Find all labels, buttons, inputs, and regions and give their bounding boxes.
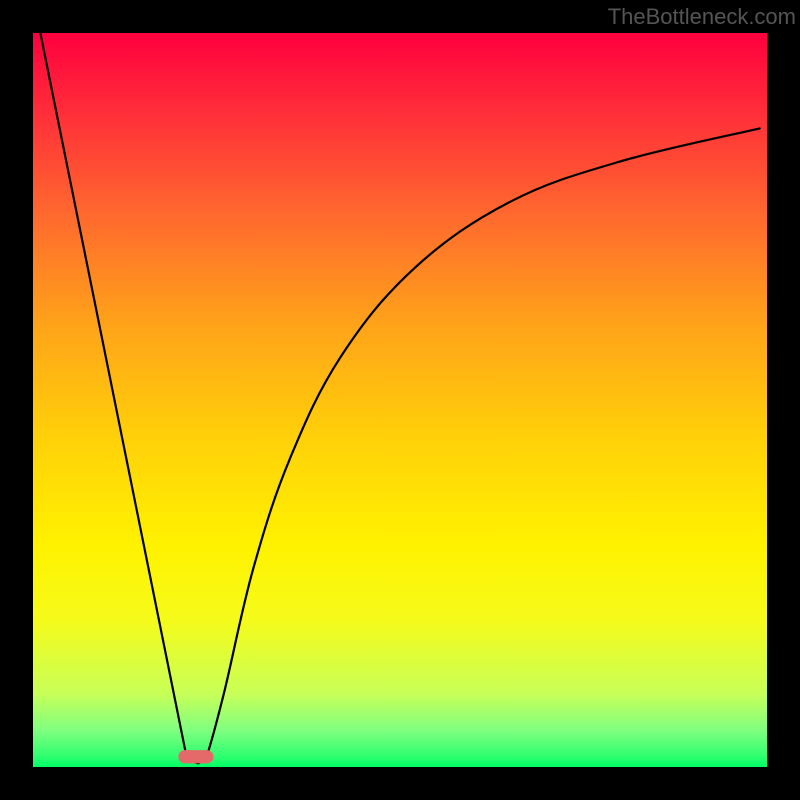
bottleneck-chart [0,0,800,800]
chart-stage: TheBottleneck.com [0,0,800,800]
watermark-text: TheBottleneck.com [608,4,796,30]
plot-background [33,33,767,767]
vertex-marker [178,750,213,763]
